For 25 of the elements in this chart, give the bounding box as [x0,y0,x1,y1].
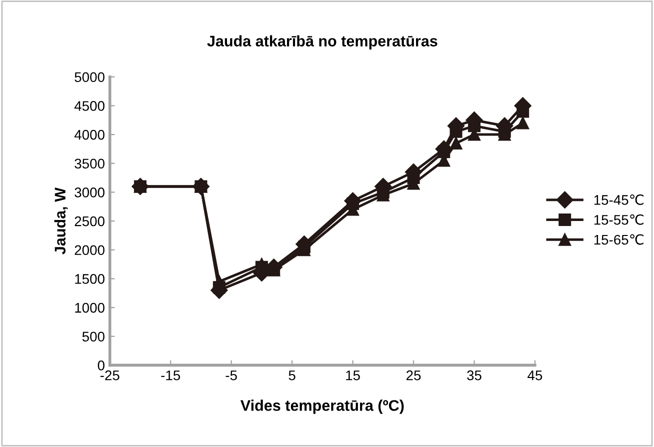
legend-label: 15-55℃ [594,214,644,225]
x-axis-title: Vides temperatūra (ºC) [240,400,404,414]
legend-label: 15-45℃ [594,194,644,205]
y-tick-label: 2000 [74,245,104,256]
y-tick-label: 4000 [74,130,104,140]
y-tick-label: 1000 [75,302,104,313]
x-tick-label: -5 [226,370,237,380]
x-tick-label: 5 [288,370,296,380]
y-tick-label: 5000 [74,72,104,82]
y-tick-label: 2500 [74,216,104,226]
x-tick-label: 35 [467,370,482,380]
x-tick-label: -15 [161,370,180,380]
y-tick-label: 3500 [74,158,104,169]
x-tick-label: -25 [100,370,120,380]
y-tick-label: 500 [82,332,104,342]
x-tick-label: 45 [528,370,542,380]
chart-title: Jauda atkarībā no temperatūras [207,35,438,50]
y-tick-label: 1500 [75,274,104,284]
y-tick-label: 0 [98,360,104,370]
y-axis-title: Jauda, W [54,188,68,254]
y-tick-label: 4500 [74,101,104,111]
x-tick-label: 15 [346,370,360,380]
y-tick-label: 3000 [74,188,104,198]
legend-label: 15-65℃ [594,234,644,245]
x-tick-label: 25 [406,370,421,380]
